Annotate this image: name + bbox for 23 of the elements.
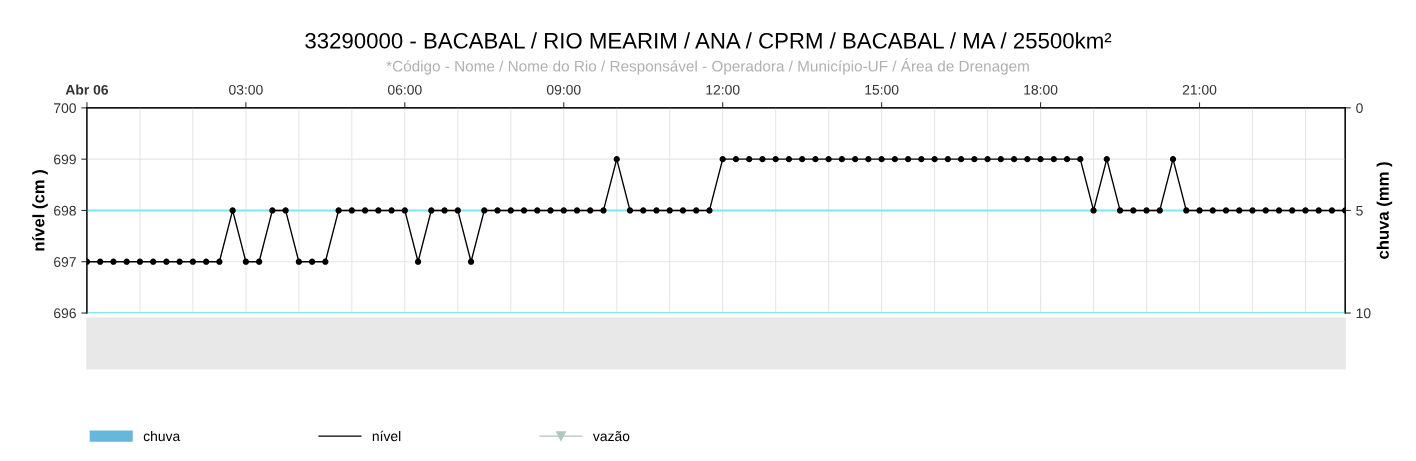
x-tick-label: 12:00 [706, 84, 740, 95]
y-tick-label: 698 [54, 205, 76, 216]
y-tick-label: 697 [54, 257, 76, 267]
y-tick-label: 699 [54, 154, 76, 165]
x-tick-label: 06:00 [387, 84, 422, 95]
x-tick-label: 03:00 [229, 84, 263, 95]
x-tick-label: Abr 06 [65, 84, 109, 95]
y2-tick-label: 10 [1356, 308, 1371, 319]
y-tick-label: 700 [54, 103, 76, 114]
x-tick-label: 15:00 [865, 84, 899, 95]
legend-label: nível [372, 430, 401, 442]
x-tick-label: 09:00 [546, 84, 581, 95]
y-tick-label: 696 [54, 308, 76, 319]
y2-tick-label: 0 [1356, 103, 1363, 114]
y2-axis-title: chuva (mm ) [1376, 162, 1393, 259]
chart-title: 33290000 - BACABAL / RIO MEARIM / ANA / CPRM / BACABAL / MA / 25500km² [305, 32, 1112, 49]
x-tick-label: 18:00 [1024, 84, 1058, 95]
y2-tick-label: 5 [1356, 205, 1363, 216]
x-tick-label: 21:00 [1182, 84, 1217, 95]
chart-subtitle: *Código - Nome / Nome do Rio / Responsável - Operadora / Município-UF / Área de Drenagem [386, 58, 1029, 75]
y-axis-title: nível (cm ) [32, 170, 48, 251]
legend-label: chuva [143, 430, 181, 442]
legend-label: vazão [592, 431, 630, 442]
